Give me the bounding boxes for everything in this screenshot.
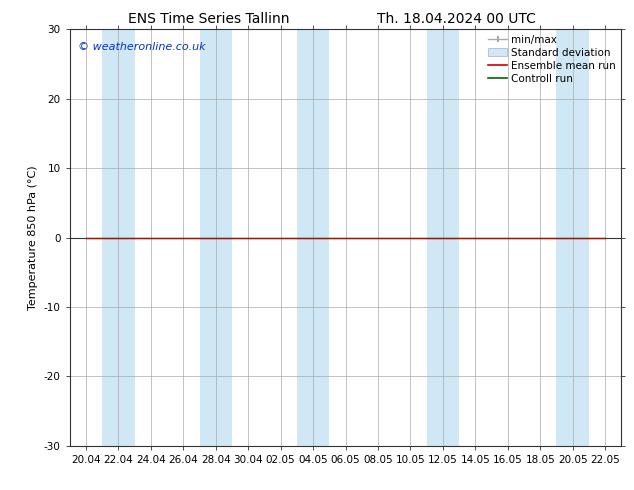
Legend: min/max, Standard deviation, Ensemble mean run, Controll run: min/max, Standard deviation, Ensemble me… [486,32,618,86]
Bar [427,29,459,446]
Bar [297,29,329,446]
Text: Th. 18.04.2024 00 UTC: Th. 18.04.2024 00 UTC [377,12,536,26]
Text: ENS Time Series Tallinn: ENS Time Series Tallinn [129,12,290,26]
Bar [200,29,232,446]
Bar [102,29,134,446]
Y-axis label: Temperature 850 hPa (°C): Temperature 850 hPa (°C) [29,165,38,310]
Text: © weatheronline.co.uk: © weatheronline.co.uk [78,42,205,52]
Bar [557,29,589,446]
